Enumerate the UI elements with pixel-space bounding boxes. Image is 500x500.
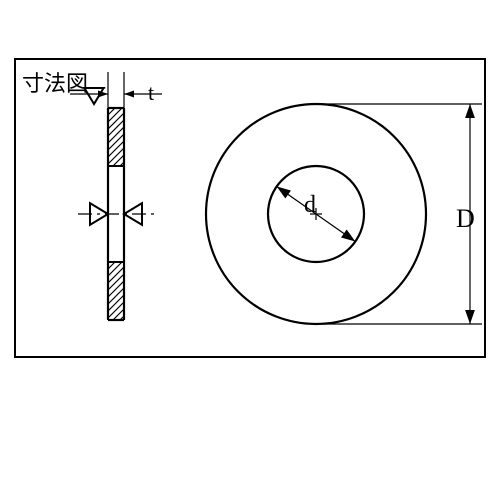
- diagram-frame: [14, 58, 486, 358]
- dimension-label-d: d: [304, 192, 316, 219]
- dimension-label-t: t: [148, 80, 154, 106]
- dimension-label-D: D: [456, 204, 475, 234]
- diagram-title: 寸法図: [22, 66, 88, 98]
